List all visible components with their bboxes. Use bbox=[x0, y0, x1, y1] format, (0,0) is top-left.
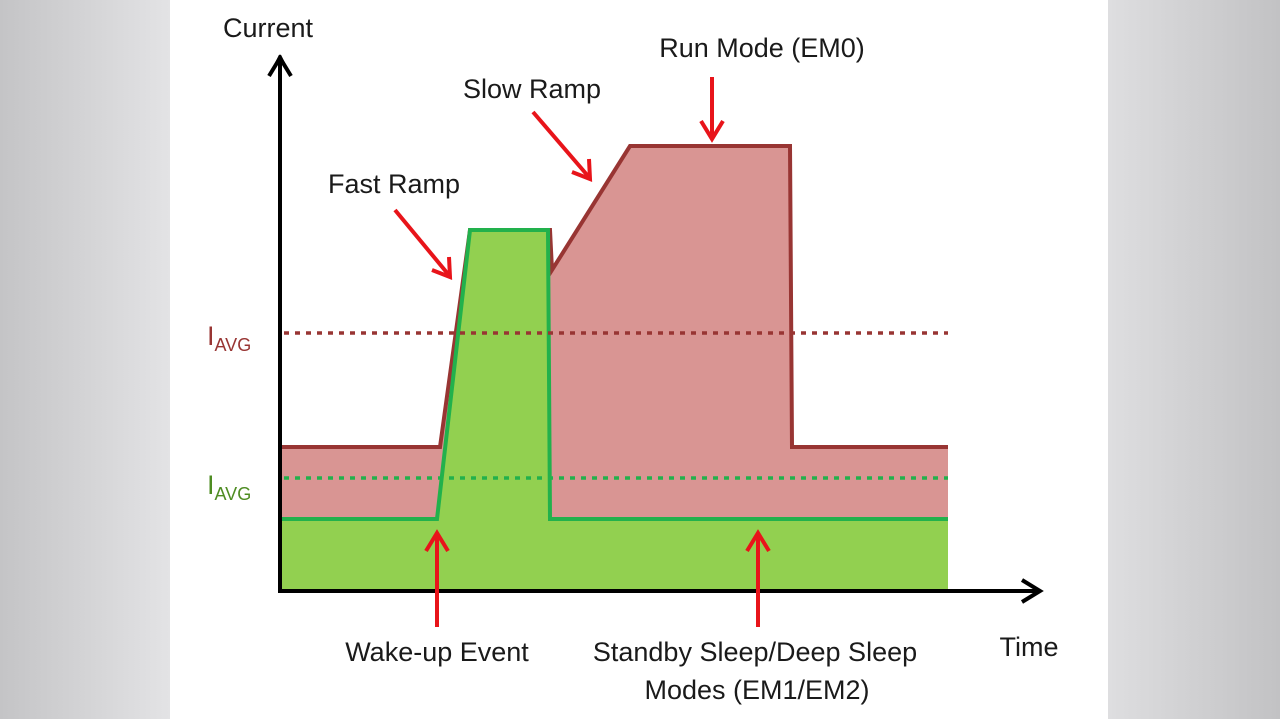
iavg-green-label: IAVG bbox=[207, 470, 251, 504]
standby-label-line2: Modes (EM1/EM2) bbox=[644, 675, 869, 705]
left-background bbox=[0, 0, 170, 719]
fast-ramp-arrow bbox=[393, 208, 453, 280]
wake-up-label: Wake-up Event bbox=[345, 637, 529, 667]
iavg-red-label: IAVG bbox=[207, 321, 251, 355]
slow-ramp-label: Slow Ramp bbox=[463, 74, 601, 104]
slow-ramp-arrow bbox=[531, 110, 593, 182]
sleep-profile-line bbox=[282, 228, 948, 521]
run-mode-arrow bbox=[699, 77, 725, 143]
y-axis-arrowhead bbox=[267, 54, 293, 78]
sleep-profile-area bbox=[282, 230, 948, 590]
right-background bbox=[1108, 0, 1280, 719]
x-axis-arrowhead bbox=[1020, 578, 1044, 604]
run-mode-label: Run Mode (EM0) bbox=[659, 33, 865, 63]
run-profile-line bbox=[282, 144, 948, 449]
y-axis-label: Current bbox=[223, 13, 314, 43]
standby-arrow bbox=[745, 529, 771, 627]
fast-ramp-label: Fast Ramp bbox=[328, 169, 460, 199]
x-axis-label: Time bbox=[1000, 632, 1059, 662]
wake-up-arrow bbox=[424, 529, 450, 627]
standby-label-line1: Standby Sleep/Deep Sleep bbox=[593, 637, 917, 667]
